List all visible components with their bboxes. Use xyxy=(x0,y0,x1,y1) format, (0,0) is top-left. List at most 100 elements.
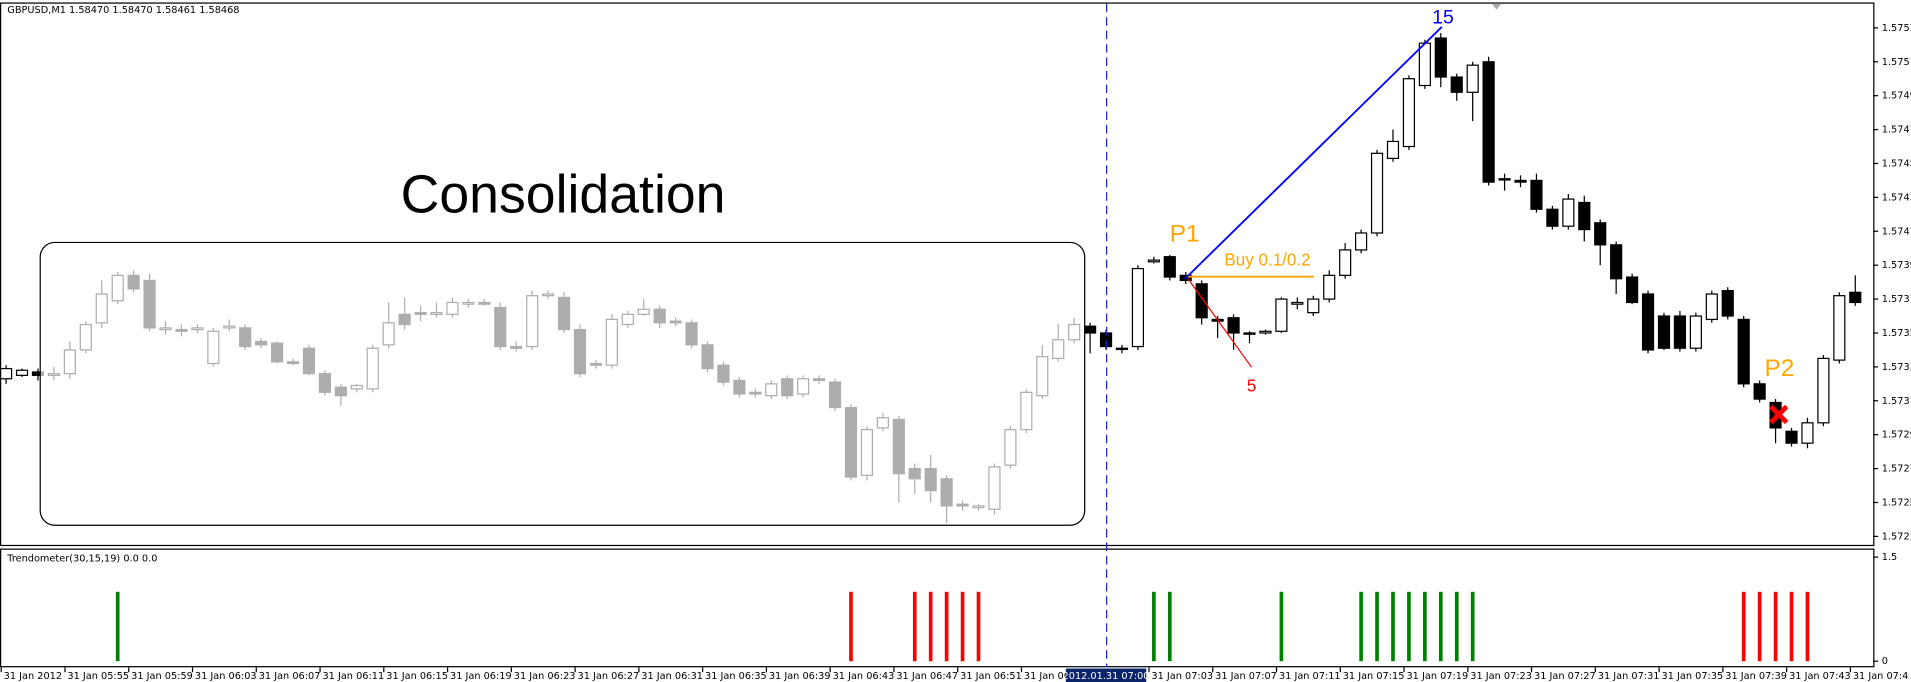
candle-body xyxy=(1578,201,1591,231)
candle-body xyxy=(1275,298,1288,332)
x-tick-label: 31 Jan 06:15 xyxy=(386,671,448,682)
indicator-bar xyxy=(1391,591,1395,662)
annotation: Buy 0.1/0.2 xyxy=(1224,250,1310,269)
candle-body xyxy=(1530,179,1543,210)
trend-line-down xyxy=(1187,278,1253,368)
candle-body xyxy=(1721,289,1734,317)
y-tick-label: 1.57515 xyxy=(1882,57,1911,68)
candle-body xyxy=(1243,332,1256,335)
candle-body xyxy=(1626,276,1639,304)
x-tick-label: 31 Jan 06:23 xyxy=(514,671,576,682)
y-tick-label: 1.57535 xyxy=(1882,23,1911,34)
x-tick-label: 31 Jan 07:35 xyxy=(1662,671,1724,682)
indicator-bar xyxy=(1805,591,1810,662)
y-tick-label: 1.57375 xyxy=(1882,294,1911,305)
indicator-bar xyxy=(849,591,853,662)
indicator-title: Trendometer(30,15,19) 0.0 0.0 xyxy=(6,553,157,564)
y-tick-label: 1.57495 xyxy=(1882,91,1911,102)
y-tick-label: 1.5 xyxy=(1882,552,1897,563)
x-tick-label: 31 Jan 06:31 xyxy=(641,671,703,682)
x-tick-label: 31 Jan 06:07 xyxy=(259,671,321,682)
x-tick-label: 31 Jan 07:15 xyxy=(1343,671,1405,682)
x-tick-label: 31 Jan 06 xyxy=(1024,671,1070,682)
candle-body xyxy=(1673,315,1687,349)
indicator-bar xyxy=(1757,591,1762,662)
x-tick-label: 31 Jan 06:27 xyxy=(578,671,640,682)
x-tick-label: 2012.01.31 07:00 xyxy=(1063,671,1150,682)
candle-body xyxy=(1514,179,1527,183)
indicator-bar xyxy=(1167,591,1172,662)
candle-body xyxy=(1355,232,1368,251)
candle-body xyxy=(1386,140,1400,160)
x-tick-label: 31 Jan 05:59 xyxy=(131,671,193,682)
candle-body xyxy=(1753,383,1766,400)
candle-body xyxy=(1785,430,1798,444)
candle-body xyxy=(1434,37,1447,78)
candle-body xyxy=(1450,76,1463,93)
indicator-bar xyxy=(1375,591,1379,662)
indicator-bar xyxy=(1773,591,1778,662)
candle-body xyxy=(1291,301,1304,305)
y-tick-label: 1.57295 xyxy=(1882,430,1911,441)
x-tick-label: 31 Jan 06:19 xyxy=(450,671,512,682)
candle-body xyxy=(1163,256,1176,278)
time-highlight xyxy=(1065,668,1147,682)
x-tick-label: 31 Jan 06:03 xyxy=(195,671,257,682)
indicator-bar xyxy=(1741,591,1746,662)
exit-mark xyxy=(1769,404,1789,425)
y-tick-label: 1.57395 xyxy=(1882,260,1911,271)
candle-body xyxy=(1498,178,1511,181)
candle-body xyxy=(1227,317,1240,334)
indicator-bar xyxy=(1152,591,1156,662)
x-tick-label: 31 Jan 06:43 xyxy=(833,671,895,682)
y-tick-label: 1.57415 xyxy=(1882,226,1911,237)
candle-body xyxy=(1115,347,1129,351)
symbol-header: GBPUSD,M1 1.58470 1.58470 1.58461 1.5846… xyxy=(7,5,239,16)
candle-body xyxy=(15,369,29,376)
main-panel-frame xyxy=(0,2,1875,547)
y-tick-label: 1.57315 xyxy=(1882,396,1911,407)
x-tick-label: 31 Jan 06:35 xyxy=(705,671,767,682)
y-tick-label: 1.57255 xyxy=(1882,497,1911,508)
x-tick-label: 31 Jan 07:07 xyxy=(1215,671,1277,682)
x-tick-label: 31 Jan 2012 xyxy=(4,671,62,682)
candle-body xyxy=(1307,298,1320,314)
x-tick-label: 31 Jan 07:19 xyxy=(1406,671,1468,682)
x-tick-label: 31 Jan 07:27 xyxy=(1534,671,1596,682)
candle-body xyxy=(1402,78,1416,148)
candle-body xyxy=(1131,267,1145,348)
x-tick-label: 31 Jan 05:55 xyxy=(67,671,129,682)
candle-body xyxy=(1817,357,1830,424)
candle-body xyxy=(1849,291,1862,304)
y-tick-label: 1.57435 xyxy=(1882,192,1911,203)
indicator-bar xyxy=(115,591,120,662)
candle-body xyxy=(1546,208,1559,227)
candle-body xyxy=(1370,152,1384,234)
y-tick-label: 1.57455 xyxy=(1882,158,1911,169)
indicator-bar xyxy=(1423,591,1427,662)
candle-body xyxy=(1339,249,1352,276)
candle-body xyxy=(1610,244,1623,280)
indicator-bar xyxy=(1438,591,1443,662)
trend-line-up xyxy=(1183,26,1443,280)
candle-body xyxy=(1737,318,1750,385)
y-tick-label: 1.57275 xyxy=(1882,464,1911,475)
candle-body xyxy=(1641,293,1655,351)
candle-body xyxy=(1689,315,1702,349)
indicator-bar xyxy=(928,591,933,662)
annotation: P2 xyxy=(1764,355,1794,382)
x-tick-label: 31 Jan 07:43 xyxy=(1789,671,1851,682)
annotation: 15 xyxy=(1432,6,1454,28)
x-tick-label: 31 Jan 06:47 xyxy=(896,671,958,682)
shift-marker xyxy=(1491,3,1502,10)
candle-body xyxy=(1657,315,1671,349)
candle-body xyxy=(1084,325,1097,334)
candle-body xyxy=(1195,283,1208,319)
indicator-bar xyxy=(944,591,949,662)
x-tick-label: 31 Jan 07:11 xyxy=(1279,671,1341,682)
indicator-panel-frame xyxy=(0,548,1875,668)
x-tick-label: 31 Jan 06:39 xyxy=(769,671,831,682)
x-tick-label: 31 Jan 06:11 xyxy=(322,671,384,682)
candle-body xyxy=(1259,330,1272,334)
indicator-bar xyxy=(1279,591,1284,662)
